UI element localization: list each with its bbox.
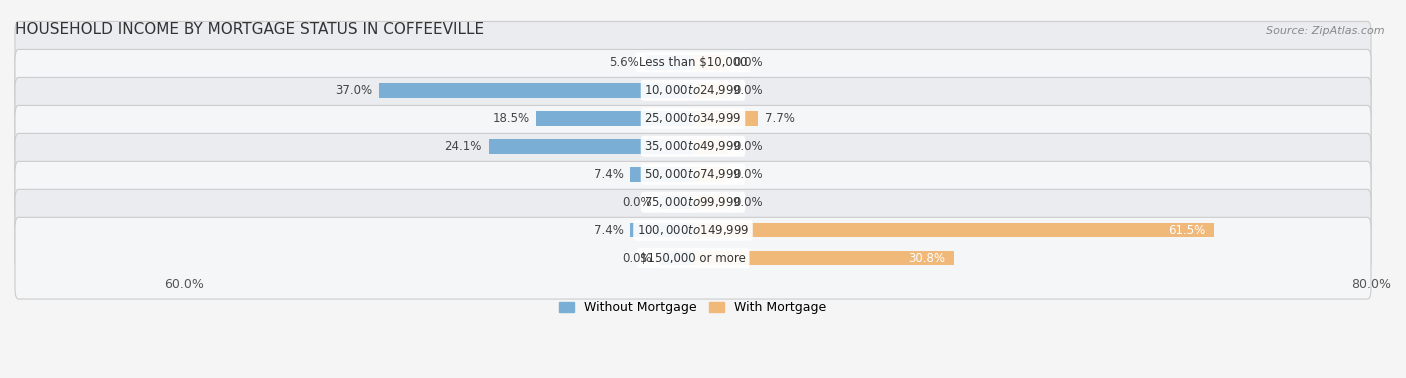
Text: $25,000 to $34,999: $25,000 to $34,999 (644, 111, 742, 125)
Bar (630, 167, 693, 181)
Bar (693, 167, 727, 181)
Bar (693, 83, 727, 98)
Text: 0.0%: 0.0% (623, 196, 652, 209)
Text: 37.0%: 37.0% (336, 84, 373, 97)
Bar (536, 111, 693, 125)
Text: 0.0%: 0.0% (734, 140, 763, 153)
Bar (659, 251, 693, 265)
Text: $10,000 to $24,999: $10,000 to $24,999 (644, 83, 742, 97)
Bar (645, 55, 693, 70)
Text: Source: ZipAtlas.com: Source: ZipAtlas.com (1267, 26, 1385, 36)
FancyBboxPatch shape (15, 105, 1371, 187)
Bar (693, 223, 1215, 237)
Text: 0.0%: 0.0% (623, 252, 652, 265)
Text: HOUSEHOLD INCOME BY MORTGAGE STATUS IN COFFEEVILLE: HOUSEHOLD INCOME BY MORTGAGE STATUS IN C… (15, 22, 484, 37)
Text: $50,000 to $74,999: $50,000 to $74,999 (644, 167, 742, 181)
FancyBboxPatch shape (15, 22, 1371, 103)
Text: $150,000 or more: $150,000 or more (640, 252, 747, 265)
FancyBboxPatch shape (15, 217, 1371, 299)
Bar (693, 55, 727, 70)
Bar (693, 111, 758, 125)
Bar (380, 83, 693, 98)
Text: 0.0%: 0.0% (734, 196, 763, 209)
Bar (659, 195, 693, 209)
Text: 0.0%: 0.0% (734, 84, 763, 97)
FancyBboxPatch shape (15, 50, 1371, 131)
FancyBboxPatch shape (15, 77, 1371, 159)
Text: 61.5%: 61.5% (1168, 224, 1206, 237)
Bar (693, 251, 955, 265)
FancyBboxPatch shape (15, 189, 1371, 271)
Text: 7.7%: 7.7% (765, 112, 794, 125)
Text: $75,000 to $99,999: $75,000 to $99,999 (644, 195, 742, 209)
FancyBboxPatch shape (15, 161, 1371, 243)
Text: 7.4%: 7.4% (593, 168, 623, 181)
Text: 30.8%: 30.8% (908, 252, 946, 265)
Text: 24.1%: 24.1% (444, 140, 482, 153)
Text: $100,000 to $149,999: $100,000 to $149,999 (637, 223, 749, 237)
Text: Less than $10,000: Less than $10,000 (638, 56, 747, 69)
Text: 5.6%: 5.6% (609, 56, 638, 69)
FancyBboxPatch shape (15, 133, 1371, 215)
Text: 7.4%: 7.4% (593, 224, 623, 237)
Text: 18.5%: 18.5% (492, 112, 530, 125)
Text: 0.0%: 0.0% (734, 168, 763, 181)
Text: 0.0%: 0.0% (734, 56, 763, 69)
Bar (630, 223, 693, 237)
Bar (693, 195, 727, 209)
Bar (489, 139, 693, 153)
Legend: Without Mortgage, With Mortgage: Without Mortgage, With Mortgage (554, 296, 832, 319)
Text: $35,000 to $49,999: $35,000 to $49,999 (644, 139, 742, 153)
Bar (693, 139, 727, 153)
